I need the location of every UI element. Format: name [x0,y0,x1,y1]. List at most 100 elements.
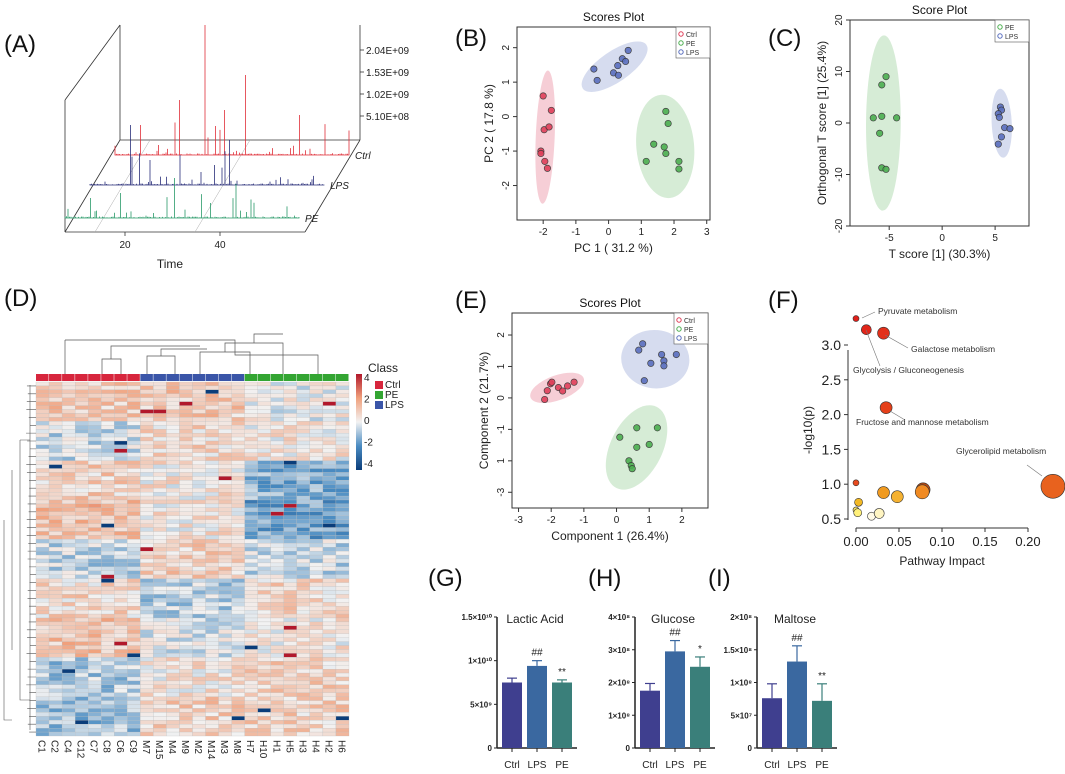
heatmap-cell [140,566,154,571]
y-tick-label: -2 [501,181,512,190]
heatmap-cell [140,554,154,560]
heatmap-cell [283,708,297,713]
heatmap-cell [75,731,89,737]
heatmap-cell [48,417,63,422]
point-pe [662,149,670,158]
heatmap-cell [61,507,76,512]
heatmap-cell [153,543,167,548]
column-label: C2 [49,740,60,753]
heatmap-cell [166,700,180,705]
heatmap-cell [153,649,167,654]
heatmap-cell [61,728,76,733]
heatmap-cell [166,637,180,642]
heatmap-cell [75,700,89,705]
heatmap-cell [257,684,271,689]
heatmap-cell [218,602,232,607]
heatmap-cell [309,554,324,560]
heatmap-cell [88,543,102,548]
heatmap-cell [140,724,154,729]
heatmap-cell [61,610,76,615]
x-tick-label: -1 [571,227,580,238]
heatmap-cell [166,629,180,634]
heatmap-cell [114,558,128,564]
heatmap-cell [179,444,193,449]
heatmap-cell [88,527,102,532]
heatmap-cell [335,724,350,729]
heatmap-cell [75,720,89,725]
heatmap-cell [153,570,167,575]
heatmap-cell [127,653,141,658]
heatmap-cell [166,712,180,717]
heatmap-cell [309,676,324,682]
heatmap-cell [322,515,337,520]
heatmap-cell [101,401,115,406]
class-bar-cell [127,374,140,381]
heatmap-cell [114,602,128,607]
heatmap-cell [192,566,206,571]
heatmap-cell [75,562,89,567]
heatmap-cell [257,621,271,626]
heatmap-cell [61,645,76,650]
heatmap-cell [114,661,128,666]
heatmap-cell [192,499,206,505]
heatmap-cell [88,488,102,493]
point-ctrl [541,157,549,165]
class-bar-cell [166,374,179,381]
x-tick-label: 1 [639,227,645,238]
point-pe [878,112,886,120]
legend-label: PE [686,41,696,48]
heatmap-cell [114,645,128,650]
heatmap-cell [309,613,324,619]
heatmap-cell [270,657,284,662]
color-scale-label: -4 [364,459,373,470]
heatmap-cell [270,495,284,501]
heatmap-cell [283,381,297,387]
heatmap-cell [48,680,63,685]
heatmap-cell [270,417,284,422]
heatmap-cell [218,598,232,603]
heatmap-cell [283,448,297,453]
heatmap-cell [335,535,350,540]
heatmap-cell [335,543,350,548]
heatmap-cell [244,582,258,587]
heatmap-cell [231,429,245,434]
heatmap-cell [192,558,206,564]
heatmap-cell [166,582,180,587]
x-tick-label: -1 [579,515,588,526]
heatmap-cell [114,492,128,497]
heatmap-cell [166,476,180,481]
heatmap-cell [48,649,63,654]
y-axis-label: Orthogonal T score [1] (25.4%) [815,41,829,205]
heatmap-cell [205,547,219,552]
heatmap-cell [61,472,76,477]
heatmap-cell [192,425,206,430]
heatmap-cell [75,515,89,520]
trace-label: LPS [330,181,349,192]
heatmap-cell [218,535,232,540]
heatmap-cell [179,570,193,575]
legend-marker-lps [997,33,1003,39]
heatmap-cell [296,649,311,654]
heatmap-cell [48,444,63,449]
heatmap-cell [166,661,180,666]
heatmap-cell [322,468,337,473]
heatmap-cell [231,610,245,615]
heatmap-cell [309,436,324,442]
heatmap-cell [322,590,337,595]
heatmap-cell [322,551,337,556]
heatmap-cell [205,499,219,505]
heatmap-cell [75,602,89,607]
heatmap-cell [75,425,89,430]
heatmap-cell [61,657,76,662]
heatmap-cell [140,484,154,489]
heatmap-cell [192,594,206,599]
heatmap-cell [114,637,128,642]
heatmap-cell [101,704,115,709]
heatmap-cell [244,645,258,650]
heatmap-cell [309,653,324,658]
heatmap-cell [257,606,271,611]
x-tick-label: 0 [606,227,612,238]
heatmap-cell [114,393,128,398]
heatmap-cell [61,539,76,544]
heatmap-cell [270,704,284,709]
